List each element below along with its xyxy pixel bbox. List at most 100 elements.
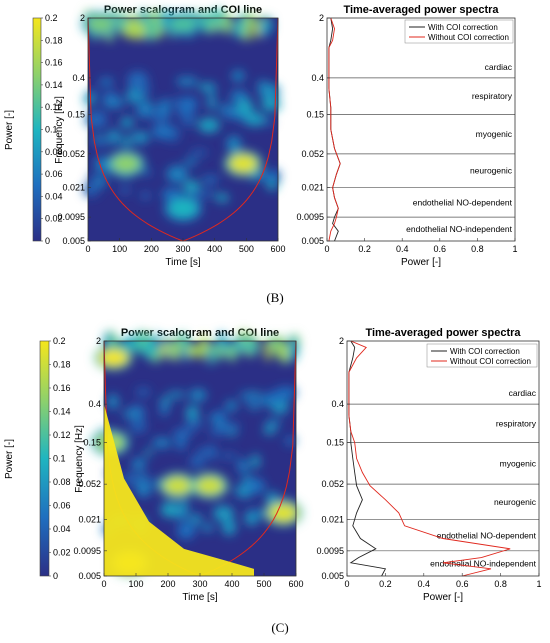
colorbar-b-tick-label: 0 [45,236,50,246]
scalogram-c-texture-cell [152,437,172,448]
scalogram-c-texture-cell [134,331,148,353]
colorbar-c-tick-label: 0.08 [53,477,71,487]
spectra-c-legend-with: With COI correction [450,347,520,356]
scalogram-c-ytick-label: 2 [96,336,101,346]
scalogram-c-texture-cell [263,391,286,404]
scalogram-b-xtick-label: 400 [207,244,222,254]
scalogram-b-texture-cell [239,11,246,34]
colorbar-c-tick-label: 0 [53,571,58,581]
scalogram-b-texture-cell [136,102,152,118]
colorbar-c-tick-label: 0.06 [53,501,71,511]
scalogram-b-texture-cell [94,178,108,187]
scalogram-c-texture-cell [214,420,228,429]
scalogram-b-texture-cell [144,18,157,41]
scalogram-b-texture-cell [257,80,268,89]
spectra-b-xtick-label: 1 [512,244,517,254]
colorbar-b-tick-label: 0.18 [45,35,63,45]
scalogram-b-texture-cell [207,93,216,111]
scalogram-c-ytick-label: 0.021 [78,515,101,525]
scalogram-b-xtick-label: 0 [85,244,90,254]
spectra-c-background [347,341,539,576]
colorbar-b-tick-label: 0.1 [45,125,58,135]
scalogram-b-texture-cell [127,14,135,35]
scalogram-b-texture-cell [231,70,245,82]
spectra-c-ytick-label: 0.005 [321,571,344,581]
scalogram-c-texture-cell [214,410,227,421]
scalogram-c-edge-effect-region [104,404,254,576]
scalogram-b-texture-cell [229,90,249,102]
spectra-c-band-label: endothelial NO-independent [430,558,536,568]
spectra-c-band-label: endothelial NO-dependent [437,530,537,540]
scalogram-b-xtick-label: 300 [175,244,190,254]
scalogram-c-texture-cell [225,400,238,412]
scalogram-b-texture-cell [122,136,131,148]
scalogram-b-texture-cell [236,98,254,116]
scalogram-b-power-field [81,8,281,222]
spectra-b-xtick-label: 0.8 [471,244,484,254]
scalogram-b-ytick-label: 0.4 [72,73,85,83]
scalogram-c-texture-cell [189,513,203,525]
scalogram-b-ytick-label: 2 [80,13,85,23]
spectra-b-band-label: neurogenic [470,166,513,176]
scalogram-b-texture-cell [225,104,235,119]
colorbar-b-tick-label: 0.04 [45,191,63,201]
spectra-c-xtick-label: 1 [536,579,541,589]
colorbar-c-tick-label: 0.16 [53,383,71,393]
spectra-c-xtick-label: 0.8 [494,579,507,589]
scalogram-b-hotspot [112,154,140,173]
scalogram-c-texture-cell [160,501,180,518]
scalogram-b-texture-cell [181,110,196,128]
spectra-c-ytick-label: 0.15 [326,438,344,448]
scalogram-c-xtick-label: 200 [160,579,175,589]
scalogram-c-texture-cell [143,343,153,359]
colorbar-c-tick-label: 0.02 [53,548,71,558]
scalogram-b-texture-cell [226,135,241,152]
spectra-c-ytick-label: 0.021 [321,515,344,525]
scalogram-b-texture-cell [170,97,183,107]
scalogram-c-texture-cell [263,427,276,435]
spectra-b-band-label: endothelial NO-independent [406,224,512,234]
scalogram-b-texture-cell [176,76,198,87]
scalogram-b-texture-cell [215,193,229,203]
scalogram-c-texture-cell [166,391,186,399]
scalogram-c-texture-cell [207,341,214,366]
scalogram-c-texture-cell [196,447,215,457]
spectra-b-legend-box [404,19,514,44]
scalogram-c-ytick-label: 0.0095 [73,546,101,556]
scalogram-c-xlabel: Time [s] [182,592,217,603]
spectra-b-xtick-label: 0.4 [396,244,409,254]
spectra-b-legend-with: With COI correction [428,23,498,32]
colorbar-b-tick-label: 0.08 [45,147,63,157]
scalogram-c-texture-cell [176,434,186,451]
colorbar-b-tick-label: 0.06 [45,169,63,179]
scalogram-b-texture-cell [107,129,121,145]
scalogram-c-texture-cell [273,335,280,357]
spectra-c-xlabel: Power [-] [423,592,463,603]
scalogram-b: Power scalogram and COI line 0.0050.0095… [54,4,286,268]
spectra-b-legend: With COI correction Without COI correcti… [404,19,514,44]
scalogram-c-texture-cell [222,519,237,536]
colorbar-b-tick-label: 0.02 [45,214,63,224]
scalogram-b-texture-cell [98,77,114,87]
scalogram-b-texture-cell [198,117,220,133]
spectra-b-ytick-label: 0.005 [301,236,324,246]
spectra-b-title: Time-averaged power spectra [343,4,499,16]
spectra-b-xtick-label: 0 [324,244,329,254]
scalogram-b-texture-cell [204,179,214,187]
scalogram-b-texture-cell [86,110,108,129]
scalogram-c-texture-cell [174,511,189,520]
colorbar-b-label: Power [-] [4,110,15,150]
spectra-b-ytick-label: 0.052 [301,149,324,159]
colorbar-c-tick-label: 0.1 [53,454,66,464]
scalogram-b-xtick-label: 500 [239,244,254,254]
colorbar-c-tick-label: 0.12 [53,430,71,440]
scalogram-c-texture-cell [189,456,205,467]
spectra-b-ytick-label: 0.021 [301,183,324,193]
scalogram-c-texture-cell [220,338,229,353]
scalogram-b-texture-cell [93,137,108,148]
scalogram-b-xtick-label: 600 [270,244,285,254]
scalogram-c-texture-cell [214,341,222,362]
scalogram-b-xlabel: Time [s] [165,257,200,268]
scalogram-b-hotspot [169,199,197,218]
